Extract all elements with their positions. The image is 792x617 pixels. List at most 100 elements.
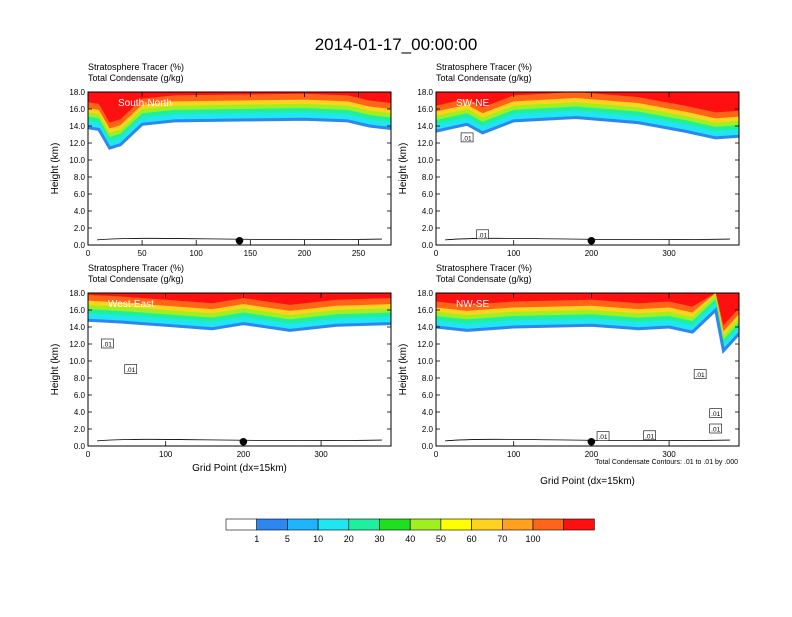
contour-label-box: [460, 132, 474, 143]
y-tick-label: 18.0: [417, 289, 433, 298]
x-tick-label: 300: [662, 249, 676, 258]
y-tick-label: 8.0: [422, 374, 434, 383]
y-tick-label: 16.0: [69, 105, 85, 114]
legend-label: 20: [344, 534, 354, 544]
contour-label: .01: [711, 427, 720, 434]
contour-label-box: [709, 408, 722, 419]
panel-west-east: Stratosphere Tracer (%)Total Condensate …: [50, 263, 392, 474]
tracer-band: [436, 293, 739, 332]
plot-frame: [87, 91, 392, 246]
legend-swatch: [225, 518, 258, 531]
tracer-edge: [88, 318, 391, 332]
x-axis-label: Grid Point (dx=15km): [540, 476, 635, 487]
color-legend: 1 5 10 20 30 40 50 60 70 100: [225, 518, 595, 544]
x-tick-label: 0: [434, 450, 439, 459]
y-tick-label: 16.0: [417, 306, 433, 315]
tracer-band: [88, 92, 391, 129]
panel-header-tracer: Stratosphere Tracer (%): [436, 263, 532, 273]
y-axis-label: Height (km): [50, 143, 61, 195]
contour-label: .01: [645, 433, 654, 440]
panel-header-tracer: Stratosphere Tracer (%): [88, 62, 184, 72]
y-tick-label: 12.0: [69, 340, 85, 349]
legend-swatch: [409, 518, 442, 531]
legend-swatch: [563, 518, 595, 531]
y-tick-label: 2.0: [422, 224, 434, 233]
contour-label: .01: [711, 411, 720, 418]
y-tick-label: 10.0: [417, 357, 433, 366]
y-tick-label: 12.0: [69, 139, 85, 148]
y-tick-label: 10.0: [69, 156, 85, 165]
x-tick-label: 50: [138, 249, 147, 258]
panel-header-condensate: Total Condensate (g/kg): [436, 73, 532, 83]
y-tick-label: 8.0: [422, 173, 434, 182]
panel-nw-se: Stratosphere Tracer (%)Total Condensate …: [398, 263, 740, 487]
y-tick-label: 8.0: [74, 374, 86, 383]
legend-label: 100: [525, 534, 540, 544]
y-tick-label: 8.0: [74, 173, 86, 182]
x-tick-label: 100: [507, 450, 521, 459]
y-tick-label: 14.0: [69, 122, 85, 131]
y-tick-label: 16.0: [69, 306, 85, 315]
y-axis-label: Height (km): [50, 344, 61, 396]
contour-label: .01: [103, 342, 112, 349]
y-tick-label: 18.0: [69, 289, 85, 298]
contour-label: .01: [126, 367, 135, 374]
plot-frame: [87, 292, 392, 447]
contour-label: .01: [478, 232, 487, 239]
y-tick-label: 4.0: [422, 408, 434, 417]
legend-label: 70: [497, 534, 507, 544]
panel-header-condensate: Total Condensate (g/kg): [88, 274, 184, 284]
y-tick-label: 14.0: [417, 122, 433, 131]
tracer-band: [436, 293, 739, 326]
x-tick-label: 200: [585, 249, 599, 258]
x-axis-label: Grid Point (dx=15km): [192, 463, 287, 474]
section-label: South-North: [118, 98, 172, 109]
figure-title: 2014-01-17_00:00:00: [315, 35, 478, 54]
tracer-edge: [88, 117, 391, 150]
tracer-band: [88, 293, 391, 305]
x-tick-label: 100: [159, 450, 173, 459]
y-tick-label: 14.0: [417, 323, 433, 332]
contour-label: .01: [696, 372, 705, 379]
x-tick-label: 200: [585, 450, 599, 459]
x-tick-label: 200: [237, 450, 251, 459]
y-tick-label: 14.0: [69, 323, 85, 332]
contour-label-box: [693, 369, 707, 379]
y-tick-label: 12.0: [417, 139, 433, 148]
panel-sw-ne: Stratosphere Tracer (%)Total Condensate …: [398, 62, 740, 258]
panel-header-tracer: Stratosphere Tracer (%): [436, 62, 532, 72]
condensate-contour: [445, 438, 730, 442]
section-label: West-East: [108, 299, 154, 310]
legend-label: 5: [285, 534, 290, 544]
x-tick-label: 300: [314, 450, 328, 459]
condensate-contour: [97, 438, 382, 442]
y-tick-label: 6.0: [422, 391, 434, 400]
contour-label-box: [124, 364, 138, 374]
legend-label: 50: [436, 534, 446, 544]
panel-header-condensate: Total Condensate (g/kg): [436, 274, 532, 284]
legend-swatch: [317, 518, 350, 531]
legend-swatch: [440, 518, 472, 531]
tracer-band: [88, 92, 391, 123]
y-tick-label: 18.0: [69, 88, 85, 97]
y-tick-label: 4.0: [74, 408, 86, 417]
y-tick-label: 2.0: [422, 425, 434, 434]
tracer-edge: [436, 307, 739, 355]
y-tick-label: 6.0: [74, 391, 86, 400]
location-marker: [235, 236, 244, 245]
y-tick-label: 2.0: [74, 425, 86, 434]
x-tick-label: 150: [244, 249, 258, 258]
x-tick-label: 0: [86, 249, 91, 258]
y-tick-label: 12.0: [417, 340, 433, 349]
x-tick-label: 0: [434, 249, 439, 258]
y-axis-label: Height (km): [398, 143, 409, 195]
contour-note: Total Condensate Contours: .01 to .01 by…: [595, 459, 738, 466]
section-label: NW-SE: [456, 299, 489, 310]
contour-label-box: [643, 430, 656, 441]
panel-header-condensate: Total Condensate (g/kg): [88, 73, 184, 83]
y-tick-label: 2.0: [74, 224, 86, 233]
x-tick-label: 300: [662, 450, 676, 459]
y-tick-label: 18.0: [417, 88, 433, 97]
contour-label-box: [476, 229, 489, 240]
panel-header-tracer: Stratosphere Tracer (%): [88, 263, 184, 273]
